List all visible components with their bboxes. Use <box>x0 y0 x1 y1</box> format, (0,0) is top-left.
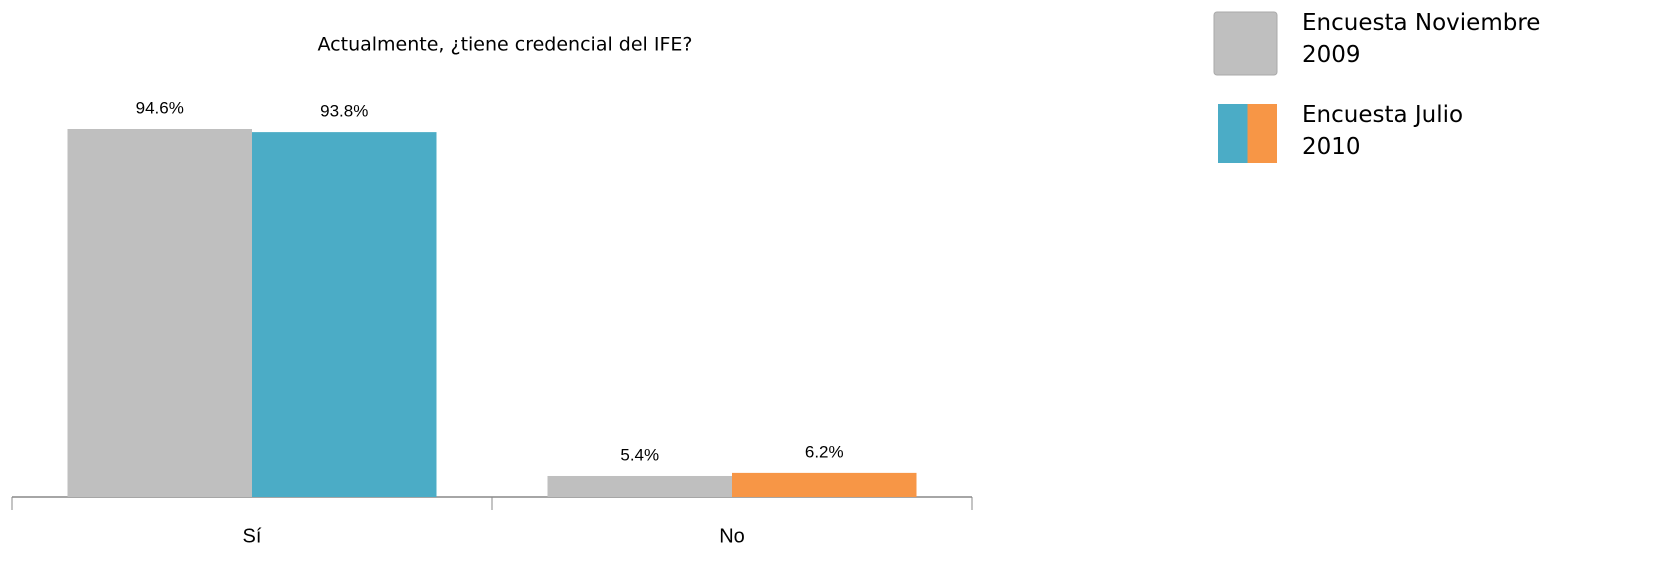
data-label: 6.2% <box>805 442 844 461</box>
x-tick-label: No <box>719 525 745 547</box>
legend-swatch <box>1218 104 1248 163</box>
legend-swatch <box>1247 104 1277 163</box>
bar <box>252 132 437 498</box>
legend-entry: Encuesta Noviembre 2009 <box>1302 10 1541 68</box>
data-label: 94.6% <box>136 98 184 117</box>
bar <box>732 472 917 497</box>
data-label: 5.4% <box>620 445 659 464</box>
legend-swatch <box>1213 11 1278 76</box>
chart-title: Actualmente, ¿tiene credencial del IFE? <box>318 34 693 56</box>
bar <box>547 475 732 497</box>
bar <box>67 129 252 498</box>
legend-entry: Encuesta Julio 2010 <box>1302 102 1464 160</box>
legend-label: Encuesta Noviembre 2009 <box>1302 10 1541 68</box>
legend-label: Encuesta Julio 2010 <box>1302 102 1464 160</box>
data-label: 93.8% <box>320 102 368 121</box>
x-tick-label: Sí <box>243 525 262 547</box>
